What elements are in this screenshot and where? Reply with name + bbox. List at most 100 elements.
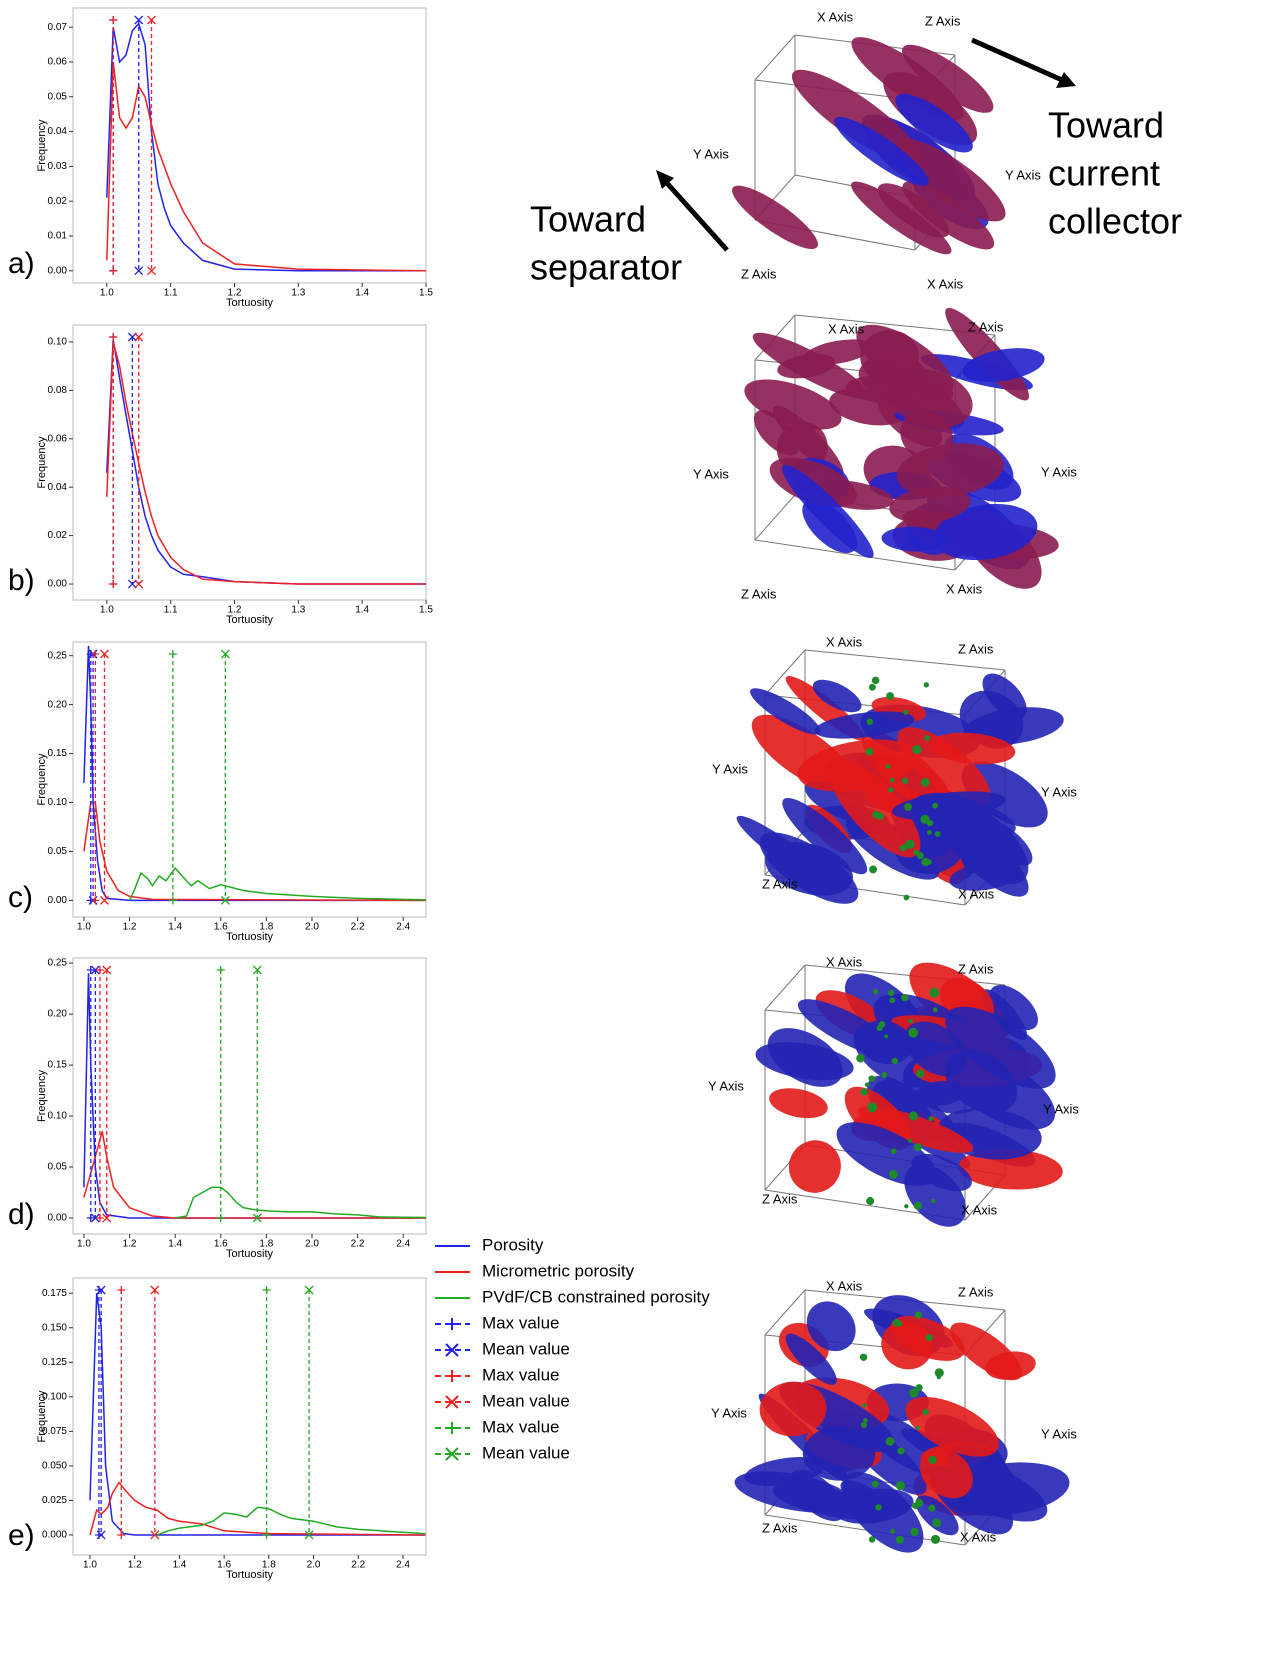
axis-label-3d: Z Axis <box>741 266 777 281</box>
legend-marker <box>446 1422 458 1434</box>
axis-label-3d: X Axis <box>826 634 863 649</box>
pore-blob <box>790 1469 845 1522</box>
stat-marker <box>168 650 177 905</box>
y-tick-label: 0.01 <box>48 231 68 242</box>
pore-blob <box>950 1322 1023 1381</box>
binder-speck <box>901 777 909 784</box>
x-axis-label: Tortuosity <box>226 1569 274 1581</box>
axis-label-3d: Y Axis <box>693 146 729 161</box>
cube-edge <box>754 539 956 571</box>
binder-speck <box>868 683 876 691</box>
binder-speck <box>908 1111 918 1121</box>
x-tick-label: 2.4 <box>396 1239 410 1250</box>
binder-speck <box>908 1027 919 1038</box>
pore-blob <box>834 116 929 186</box>
x-tick-label: 1.6 <box>214 922 228 933</box>
pore-blob <box>777 353 836 379</box>
binder-speck <box>905 839 915 850</box>
y-tick-label: 0.20 <box>48 699 68 710</box>
y-tick-label: 0.06 <box>48 57 68 68</box>
y-tick-label: 0.00 <box>48 265 68 276</box>
y-tick-label: 0.050 <box>42 1461 67 1472</box>
cube-edge <box>754 34 796 81</box>
y-tick-label: 0.05 <box>48 91 68 102</box>
cube-edge <box>764 649 806 696</box>
y-tick-label: 0.150 <box>42 1322 67 1333</box>
y-axis-label: Frequency <box>36 1070 48 1122</box>
pore-blob <box>895 138 1006 222</box>
series-line <box>83 973 426 1219</box>
panel-label: b) <box>8 564 35 597</box>
x-tick-label: 1.4 <box>168 922 182 933</box>
plot-frame <box>72 957 427 1235</box>
axis-label-3d: Y Axis <box>1041 784 1077 799</box>
pore-blob <box>836 1122 937 1186</box>
binder-speck <box>889 997 896 1004</box>
binder-speck <box>885 1436 895 1446</box>
y-tick-label: 0.00 <box>48 579 68 590</box>
pore-blob <box>877 183 950 238</box>
x-tick-label: 1.6 <box>217 1560 231 1571</box>
binder-speck <box>916 852 924 859</box>
y-tick-label: 0.05 <box>48 1162 68 1173</box>
pore-blob <box>802 1426 876 1481</box>
binder-speck <box>928 1116 934 1122</box>
y-tick-label: 0.000 <box>42 1530 67 1541</box>
stat-marker <box>109 16 118 275</box>
pore-blob <box>963 707 1064 745</box>
pore-blob <box>767 1028 843 1087</box>
stat-marker <box>134 15 144 276</box>
axis-label-3d: Z Axis <box>958 961 994 976</box>
pore-blob <box>889 486 971 523</box>
annotation: Toward <box>530 199 646 240</box>
render <box>755 962 1063 1227</box>
axis-label-3d: Z Axis <box>741 586 777 601</box>
y-axis-label: Frequency <box>36 753 48 805</box>
axis-label-3d: Y Axis <box>1043 1101 1079 1116</box>
binder-speck <box>872 811 880 819</box>
binder-speck <box>926 830 932 835</box>
binder-speck <box>915 1384 923 1392</box>
series-line <box>83 1131 426 1219</box>
pore-blob <box>857 1106 974 1153</box>
x-tick-label: 1.3 <box>291 288 305 299</box>
stat-marker <box>95 966 104 1222</box>
binder-speck <box>909 1388 919 1398</box>
annotation: Toward <box>1048 105 1164 146</box>
stat-marker <box>96 1285 106 1540</box>
axis-label-3d: X Axis <box>927 276 964 291</box>
binder-speck <box>890 1528 896 1534</box>
x-tick-label: 2.0 <box>305 1239 319 1250</box>
axis-label-3d: Z Axis <box>925 13 961 28</box>
axis-label-3d: Z Axis <box>968 319 1004 334</box>
series-line <box>106 22 426 272</box>
render <box>744 307 1059 589</box>
binder-speck <box>920 814 930 824</box>
binder-speck <box>916 1069 925 1078</box>
panel-label: d) <box>8 1198 35 1231</box>
x-tick-label: 1.2 <box>228 605 242 616</box>
legend-label: Max value <box>482 1365 559 1384</box>
pore-blob <box>858 353 926 396</box>
binder-speck <box>926 859 932 865</box>
axis-label-3d: X Axis <box>826 1278 863 1293</box>
panel-label: a) <box>8 247 35 280</box>
stat-marker <box>109 333 118 589</box>
axis-label-3d: Z Axis <box>958 641 994 656</box>
axis-label-3d: Y Axis <box>712 761 748 776</box>
binder-speck <box>896 1320 903 1327</box>
axis-label-3d: X Axis <box>828 321 865 336</box>
y-axis-label: Frequency <box>36 119 48 171</box>
x-tick-label: 1.4 <box>355 605 369 616</box>
binder-speck <box>868 1075 876 1083</box>
y-tick-label: 0.175 <box>42 1288 67 1299</box>
pore-blob <box>769 1088 828 1119</box>
x-tick-label: 1.0 <box>77 922 91 933</box>
binder-speck <box>922 1408 929 1416</box>
pore-blob <box>915 1495 959 1536</box>
series-line <box>83 645 426 902</box>
y-tick-label: 0.15 <box>48 1060 68 1071</box>
x-axis-label: Tortuosity <box>226 931 274 943</box>
annotation: separator <box>530 247 682 288</box>
axis-label-3d: Y Axis <box>708 1078 744 1093</box>
